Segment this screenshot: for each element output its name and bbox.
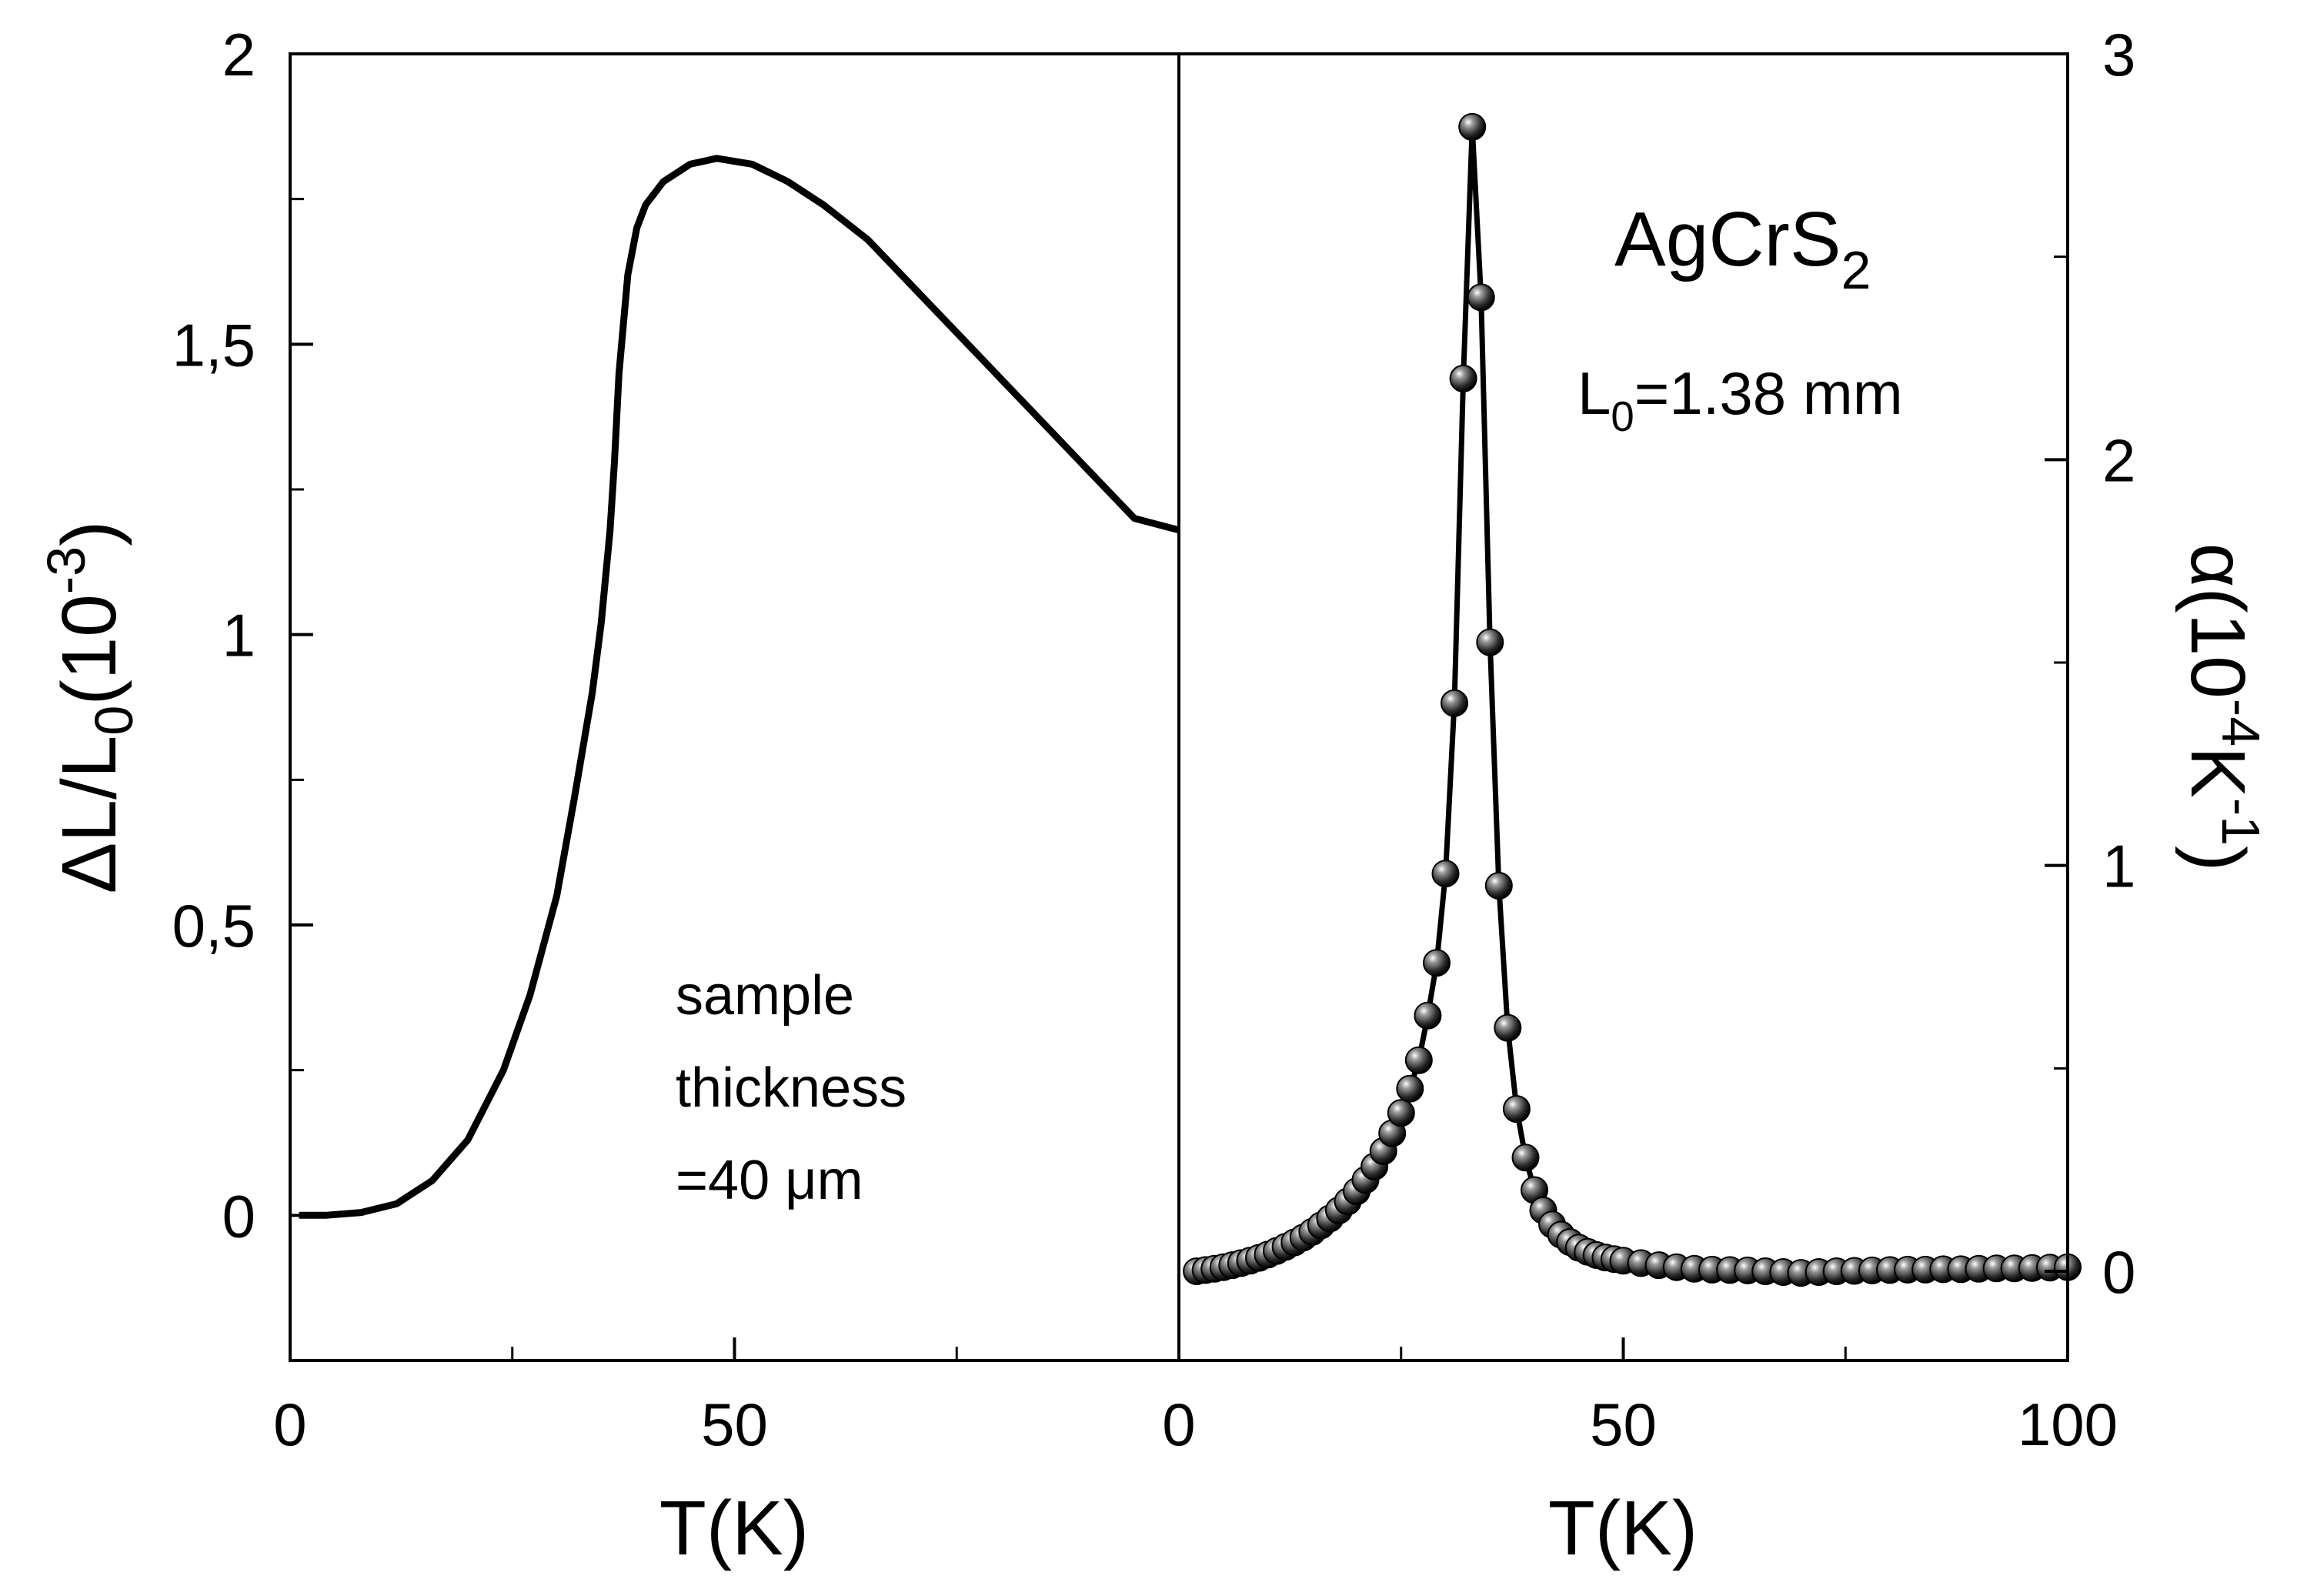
left-x-tick-label: 50 — [701, 1391, 768, 1458]
right-plot-frame — [1177, 52, 2069, 1362]
right-y-tick-label: 2 — [2102, 426, 2135, 494]
expansion-coefficient-line — [1196, 124, 2068, 1276]
alpha-data-point — [1396, 1074, 1424, 1103]
left-x-axis-title: T(K) — [659, 1485, 809, 1571]
right-panel: 0 50 100 0 1 2 3 — [1162, 21, 2135, 1458]
left-y-tick-label: 0 — [222, 1182, 255, 1250]
alpha-data-point — [1476, 628, 1504, 656]
alpha-data-point — [1404, 1046, 1433, 1074]
sample-thickness-annotation: sample thickness =40 μm — [676, 965, 922, 1211]
right-y-tick-label: 0 — [2102, 1238, 2135, 1306]
alpha-data-point — [1494, 1013, 1522, 1042]
alpha-data-point — [1511, 1144, 1540, 1172]
left-y-tick-label: 1 — [222, 602, 255, 669]
left-y-tick-label: 1,5 — [172, 311, 255, 379]
alpha-data-point — [1449, 364, 1477, 392]
compound-label: AgCrS2 — [1614, 196, 1871, 300]
right-y-tick-label: 3 — [2102, 21, 2135, 88]
right-y-axis-title: α(10-4K-1) — [2175, 543, 2271, 872]
alpha-data-point — [1414, 1001, 1442, 1030]
alpha-data-point — [1484, 872, 1513, 900]
left-y-axis-title: ΔL/L0(10-3) — [36, 521, 144, 894]
thermal-expansion-curve — [299, 155, 1180, 1219]
sample-length-label: L0=1.38 mm — [1578, 359, 1903, 440]
right-x-tick-label: 0 — [1162, 1391, 1195, 1458]
left-y-tick-label: 0,5 — [172, 892, 255, 960]
left-y-tick-label: 2 — [222, 21, 255, 88]
left-x-tick-label: 0 — [273, 1391, 306, 1458]
left-panel: 0 50 0 0,5 1 1,5 2 — [172, 21, 1180, 1458]
alpha-data-point — [1458, 112, 1487, 141]
alpha-data-point — [1502, 1095, 1531, 1124]
alpha-data-point — [1467, 283, 1495, 312]
alpha-data-point — [1423, 949, 1451, 977]
right-y-tick-label: 1 — [2102, 833, 2135, 900]
alpha-data-point — [1387, 1099, 1415, 1127]
right-x-tick-label: 50 — [1590, 1391, 1657, 1458]
right-x-tick-label: 100 — [2018, 1391, 2118, 1458]
alpha-data-point — [1441, 689, 1468, 717]
right-x-axis-title: T(K) — [1548, 1485, 1698, 1571]
alpha-data-point — [1431, 860, 1460, 888]
